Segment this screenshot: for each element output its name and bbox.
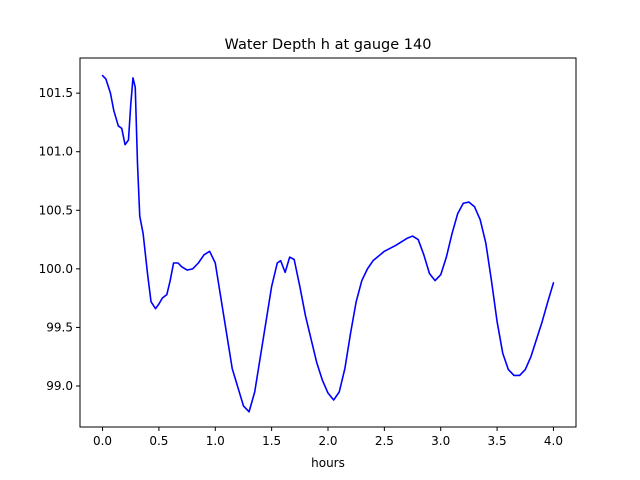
x-tick-label: 1.5 [262,434,281,448]
chart-title: Water Depth h at gauge 140 [225,37,432,53]
x-tick-label: 0.5 [149,434,168,448]
x-tick-label: 4.0 [544,434,563,448]
x-tick-label: 3.0 [431,434,450,448]
y-axis: 99.0 99.5 100.0 100.5 101.0 101.5 [39,86,80,393]
plot-area [79,57,577,428]
y-tick-label: 99.5 [46,320,73,334]
y-tick-label: 100.5 [39,203,73,217]
x-axis-label: hours [311,456,345,470]
y-tick-label: 101.0 [39,145,73,159]
x-axis: 0.0 0.5 1.0 1.5 2.0 2.5 3.0 3.5 4.0 [93,427,563,448]
x-tick-label: 1.0 [206,434,225,448]
x-tick-label: 2.0 [318,434,337,448]
y-tick-label: 99.0 [46,379,73,393]
x-tick-label: 0.0 [93,434,112,448]
plot-frame [79,57,577,428]
x-tick-label: 2.5 [375,434,394,448]
y-tick-label: 101.5 [39,86,73,100]
y-tick-label: 100.0 [39,262,73,276]
series-line [101,74,555,413]
x-tick-label: 3.5 [488,434,507,448]
